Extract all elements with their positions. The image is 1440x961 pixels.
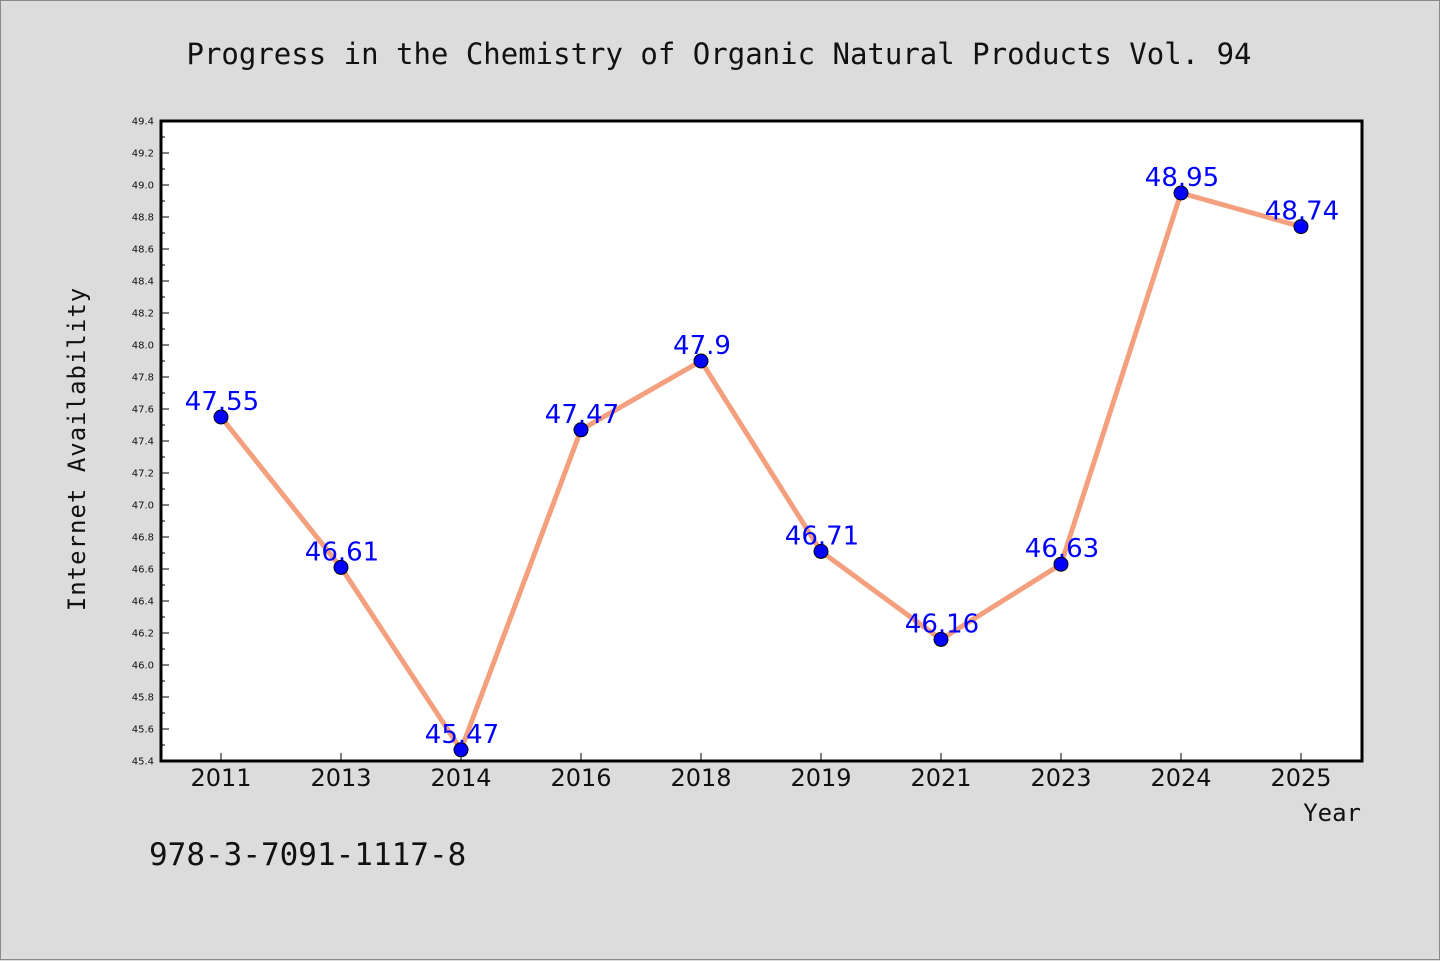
- series-line: [218, 190, 1304, 753]
- y-tick-label: 46.2: [132, 629, 154, 640]
- y-tick-label: 48.2: [132, 309, 154, 320]
- y-tick-label: 49.4: [132, 117, 154, 128]
- y-tick-label: 47.8: [132, 373, 154, 384]
- y-tick-label: 49.0: [132, 181, 154, 192]
- y-axis-ticks: 45.4 45.6 45.8 46.0 46.2 46.4 46.6 46.8 47.0 47.2…: [132, 117, 169, 768]
- y-tick-label: 47.6: [132, 405, 154, 416]
- data-label: 48.95: [1145, 163, 1219, 193]
- x-tick-label: 2019: [790, 764, 851, 792]
- x-axis-ticks: 2011 2013 2014 2016 2018 2019 2021 2023 2024 2025: [190, 753, 1332, 792]
- data-label: 46.61: [305, 537, 379, 567]
- x-tick-label: 2024: [1150, 764, 1211, 792]
- x-tick-label: 2025: [1270, 764, 1331, 792]
- data-point-marker: [813, 543, 829, 559]
- isbn-text: 978-3-7091-1117-8: [149, 837, 466, 873]
- y-tick-label: 46.6: [132, 565, 154, 576]
- y-tick-label: 47.2: [132, 469, 154, 480]
- y-tick-label: 46.4: [132, 597, 154, 608]
- y-tick-label: 45.6: [132, 725, 154, 736]
- y-tick-label: 48.0: [132, 341, 154, 352]
- x-tick-label: 2016: [550, 764, 611, 792]
- y-tick-label: 47.4: [132, 437, 154, 448]
- data-label: 48.74: [1265, 197, 1339, 227]
- plot-area: [159, 119, 1364, 763]
- data-point-marker: [933, 631, 949, 647]
- y-tick-label: 46.0: [132, 661, 154, 672]
- y-tick-label: 45.4: [132, 757, 154, 768]
- data-label: 46.63: [1025, 534, 1099, 564]
- data-point-marker: [213, 409, 229, 425]
- y-tick-label: 45.8: [132, 693, 154, 704]
- x-tick-label: 2013: [310, 764, 371, 792]
- x-tick-label: 2018: [670, 764, 731, 792]
- chart-title: Progress in the Chemistry of Organic Nat…: [186, 37, 1251, 71]
- series-group: [213, 185, 1309, 758]
- data-label: 45.47: [425, 720, 499, 750]
- x-tick-label: 2021: [910, 764, 971, 792]
- data-label: 46.16: [905, 609, 979, 639]
- x-axis-label: Year: [1303, 799, 1361, 827]
- data-point-marker: [693, 353, 709, 369]
- y-tick-label: 47.0: [132, 501, 154, 512]
- data-label: 47.47: [545, 400, 619, 430]
- x-tick-label: 2023: [1030, 764, 1091, 792]
- data-label: 46.71: [785, 521, 859, 551]
- x-tick-label: 2011: [190, 764, 251, 792]
- y-tick-label: 48.4: [132, 277, 154, 288]
- data-point-marker: [333, 559, 349, 575]
- data-point-marker: [1053, 556, 1069, 572]
- data-point-marker: [1173, 185, 1189, 201]
- data-point-marker: [453, 742, 469, 758]
- x-tick-label: 2014: [430, 764, 491, 792]
- y-tick-label: 46.8: [132, 533, 154, 544]
- data-point-marker: [573, 422, 589, 438]
- data-label: 47.9: [673, 331, 731, 361]
- data-label: 47.55: [185, 387, 259, 417]
- data-point-marker: [1293, 219, 1309, 235]
- y-tick-label: 48.6: [132, 245, 154, 256]
- y-axis-label: Internet Availability: [63, 287, 91, 611]
- data-labels-group: 47.55 46.61 45.47 47.47 47.9 46.71 46.16 46.63 4…: [185, 163, 1339, 750]
- y-tick-label: 49.2: [132, 149, 154, 160]
- y-tick-label: 48.8: [132, 213, 154, 224]
